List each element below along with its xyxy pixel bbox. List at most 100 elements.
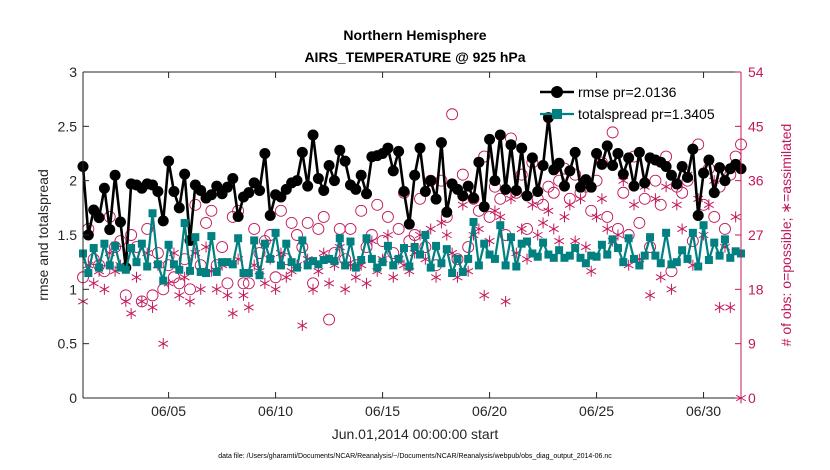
assimilated-obs-point xyxy=(270,283,281,295)
assimilated-obs-point xyxy=(184,295,196,307)
totalspread-point xyxy=(603,250,612,259)
totalspread-point xyxy=(565,251,574,260)
y-tick-label-left: 0 xyxy=(69,390,77,406)
totalspread-point xyxy=(667,260,676,269)
x-tick-label: 06/05 xyxy=(151,403,186,419)
rmse-point xyxy=(302,180,314,192)
rmse-point xyxy=(318,184,330,196)
y-tick-label-right: 27 xyxy=(748,227,764,243)
totalspread-point xyxy=(694,262,703,271)
totalspread-point xyxy=(646,233,655,242)
assimilated-obs-point xyxy=(575,193,586,205)
assimilated-obs-point xyxy=(527,199,538,211)
assimilated-obs-point xyxy=(666,283,677,295)
totalspread-point xyxy=(683,254,692,263)
assimilated-obs-point xyxy=(671,199,682,211)
rmse-point xyxy=(692,209,704,221)
totalspread-point xyxy=(325,254,334,263)
rmse-point xyxy=(553,157,565,169)
assimilated-obs-point xyxy=(158,338,169,350)
possible-obs-point xyxy=(285,216,298,229)
totalspread-point xyxy=(367,254,376,263)
rmse-point xyxy=(163,155,175,167)
totalspread-point xyxy=(442,245,451,254)
totalspread-point xyxy=(362,234,371,243)
totalspread-point xyxy=(630,254,639,263)
possible-obs-point xyxy=(446,108,459,121)
rmse-point xyxy=(462,180,474,192)
totalspread-point xyxy=(341,261,350,270)
totalspread-point xyxy=(571,244,580,253)
y-tick-label-right: 45 xyxy=(748,118,764,134)
assimilated-obs-point xyxy=(725,301,736,313)
rmse-point xyxy=(457,190,469,202)
totalspread-point xyxy=(100,239,109,248)
totalspread-point xyxy=(421,231,430,239)
totalspread-point xyxy=(143,262,152,271)
totalspread-point xyxy=(255,271,264,280)
totalspread-point xyxy=(309,257,318,266)
rmse-point xyxy=(468,192,480,204)
possible-obs-point xyxy=(344,223,357,235)
assimilated-obs-point xyxy=(307,283,319,295)
rmse-point xyxy=(393,145,405,157)
totalspread-point xyxy=(437,259,446,268)
possible-obs-point xyxy=(606,126,619,139)
assimilated-obs-point xyxy=(495,211,506,223)
totalspread-point xyxy=(597,240,606,249)
rmse-point xyxy=(157,215,169,227)
rmse-point xyxy=(698,167,710,179)
rmse-point xyxy=(248,177,260,189)
rmse-point xyxy=(296,146,308,158)
totalspread-point xyxy=(581,259,590,268)
rmse-point xyxy=(505,139,517,151)
assimilated-obs-point xyxy=(586,265,597,277)
chart-title: Northern Hemisphere xyxy=(343,27,486,43)
totalspread-point xyxy=(153,260,162,269)
legend-rmse-label: rmse pr=2.0136 xyxy=(578,84,677,100)
assimilated-obs-point xyxy=(602,223,613,235)
totalspread-point xyxy=(506,233,515,242)
axes-layer: 06/05 06/10 06/15 06/20 06/25 06/30 0 0.5 1 1.5 2 2… xyxy=(58,64,764,419)
totalspread-point xyxy=(185,266,194,275)
totalspread-point xyxy=(426,263,435,272)
totalspread-point xyxy=(485,250,494,259)
x-tick-label: 06/15 xyxy=(365,403,400,419)
rmse-point xyxy=(537,159,549,171)
rmse-point xyxy=(323,159,335,171)
rmse-point xyxy=(264,209,276,221)
assimilated-obs-point xyxy=(559,211,570,223)
rmse-point xyxy=(639,177,651,189)
totalspread-point xyxy=(731,247,740,256)
assimilated-obs-point xyxy=(479,289,490,301)
possible-obs-point xyxy=(708,210,721,223)
totalspread-point xyxy=(335,234,344,243)
possible-obs-point xyxy=(456,168,469,181)
rmse-point xyxy=(500,183,512,195)
totalspread-point xyxy=(592,252,601,261)
rmse-point xyxy=(227,172,239,184)
totalspread-point xyxy=(314,260,323,269)
totalspread-point xyxy=(250,236,259,245)
assimilated-obs-point xyxy=(677,223,688,235)
totalspread-point xyxy=(662,228,671,237)
rmse-point xyxy=(414,142,426,154)
totalspread-point xyxy=(239,269,248,278)
rmse-point xyxy=(682,171,694,183)
rmse-point xyxy=(665,169,677,181)
totalspread-point xyxy=(223,258,232,267)
assimilated-obs-point xyxy=(88,277,99,289)
assimilated-obs-point xyxy=(227,307,238,319)
possible-obs-point xyxy=(617,186,630,199)
possible-obs-point xyxy=(483,210,496,223)
assimilated-obs-point xyxy=(238,289,249,301)
totalspread-point xyxy=(656,259,665,268)
totalspread-point xyxy=(351,263,360,272)
possible-obs-point xyxy=(719,223,731,235)
assimilated-obs-point xyxy=(147,301,158,313)
rmse-point xyxy=(526,152,538,164)
totalspread-point xyxy=(710,238,719,247)
rmse-point xyxy=(355,169,367,181)
rmse-point xyxy=(596,158,608,170)
totalspread-point xyxy=(175,265,184,274)
